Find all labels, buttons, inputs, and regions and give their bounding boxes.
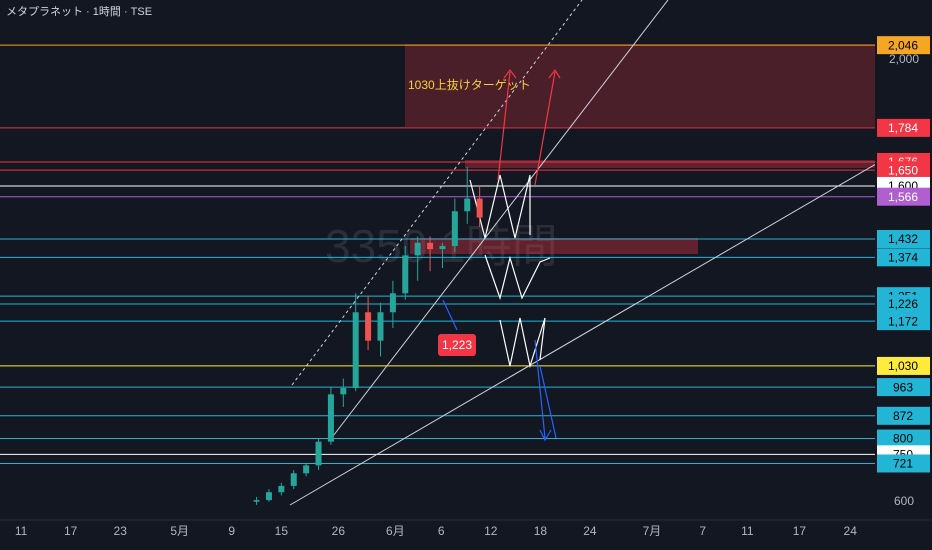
- arrow: [534, 71, 556, 186]
- zigzag: [469, 174, 531, 239]
- level-label: 1,030: [888, 359, 918, 373]
- x-tick-label: 5月: [170, 524, 189, 538]
- x-tick-label: 11: [15, 524, 28, 538]
- candle-body: [389, 293, 396, 313]
- candle-body: [340, 388, 347, 395]
- candle-body: [265, 492, 272, 501]
- x-tick-label: 11: [741, 524, 754, 538]
- level-badge: [877, 161, 930, 180]
- target-arrows: [497, 68, 561, 186]
- y-tick-label: 600: [894, 494, 914, 508]
- level-label: 1,374: [888, 250, 918, 264]
- arrow: [539, 365, 557, 439]
- x-tick-label: 26: [332, 524, 346, 538]
- level-label: 872: [893, 409, 913, 423]
- x-tick-label: 24: [844, 524, 858, 538]
- trend-line: [289, 149, 901, 506]
- level-badge: [877, 36, 930, 55]
- arrow-head: [503, 69, 517, 79]
- candle-body: [253, 500, 260, 502]
- candle-body: [352, 312, 359, 389]
- candle-body: [402, 255, 409, 294]
- x-tick-label: 18: [534, 524, 548, 538]
- x-tick-label: 12: [484, 524, 498, 538]
- arrow-head: [548, 68, 561, 79]
- level-label: 800: [893, 432, 913, 446]
- candle-body: [427, 242, 434, 250]
- arrow: [497, 71, 511, 181]
- arrow: [534, 339, 546, 439]
- zigzag: [484, 254, 551, 301]
- arrow: [442, 299, 458, 331]
- target-zone: [405, 44, 875, 127]
- level-label: 1,784: [888, 121, 918, 135]
- candle-body: [476, 198, 483, 218]
- level-badge: [877, 118, 930, 137]
- annotation: 1030上抜けターゲット: [408, 78, 531, 92]
- trend-lines: [289, 0, 901, 506]
- level-badge: [877, 248, 930, 267]
- level-label: 2,046: [888, 38, 918, 52]
- x-tick-label: 6月: [386, 524, 405, 538]
- candle-body: [439, 245, 446, 250]
- level-badge: [877, 187, 930, 206]
- level-badge: [877, 454, 930, 473]
- x-tick-label: 24: [583, 524, 597, 538]
- y-tick-label: 2,000: [889, 52, 919, 66]
- candle-body: [327, 394, 334, 442]
- candle-body: [278, 485, 285, 493]
- level-label: 721: [893, 457, 913, 471]
- x-tick-label: 9: [228, 524, 235, 538]
- x-tick-label: 15: [275, 524, 289, 538]
- level-badge: [877, 230, 930, 249]
- resistance-zone: [465, 160, 875, 168]
- x-tick-label: 17: [793, 524, 807, 538]
- trend-line: [329, 0, 669, 441]
- candle-body: [451, 211, 458, 246]
- x-tick-label: 17: [64, 524, 78, 538]
- level-badge: [877, 295, 930, 314]
- level-label: 1,432: [888, 232, 918, 246]
- candle-body: [365, 312, 372, 341]
- x-tick-label: 23: [114, 524, 128, 538]
- candle-body: [377, 312, 384, 341]
- level-label: 1,226: [888, 297, 918, 311]
- chart-title: メタプラネット · 1時間 · TSE: [6, 5, 152, 18]
- candle-body: [414, 242, 421, 256]
- candle-body: [290, 473, 297, 486]
- level-badge: [877, 356, 930, 375]
- down-arrows: [442, 299, 557, 442]
- level-badge: [877, 312, 930, 331]
- x-tick-label: 7月: [643, 524, 662, 538]
- arrow-head: [539, 429, 552, 442]
- x-tick-label: 6: [438, 524, 445, 538]
- level-badge: [877, 406, 930, 425]
- candle-body: [464, 198, 471, 212]
- callout: 1,223: [442, 338, 472, 352]
- axes: 2,000 600 11 17 23 5月 9 15 26 6月 6 12 18 24 7月 7 11 17 24 2…: [0, 36, 932, 538]
- level-label: 1,650: [888, 163, 918, 177]
- level-badge: [877, 378, 930, 397]
- zigzag: [499, 317, 546, 369]
- level-badge: [877, 429, 930, 448]
- levels: [0, 44, 875, 464]
- candle-body: [303, 465, 310, 474]
- level-label: 1,172: [888, 314, 918, 328]
- candles: [253, 167, 483, 505]
- callout-badge: [438, 334, 476, 356]
- level-label: 963: [893, 380, 913, 394]
- level-label: 1,566: [888, 190, 918, 204]
- scenario-arrows: [469, 174, 551, 369]
- candle-body: [315, 441, 322, 466]
- trend-line: [291, 0, 583, 386]
- x-tick-label: 7: [699, 524, 706, 538]
